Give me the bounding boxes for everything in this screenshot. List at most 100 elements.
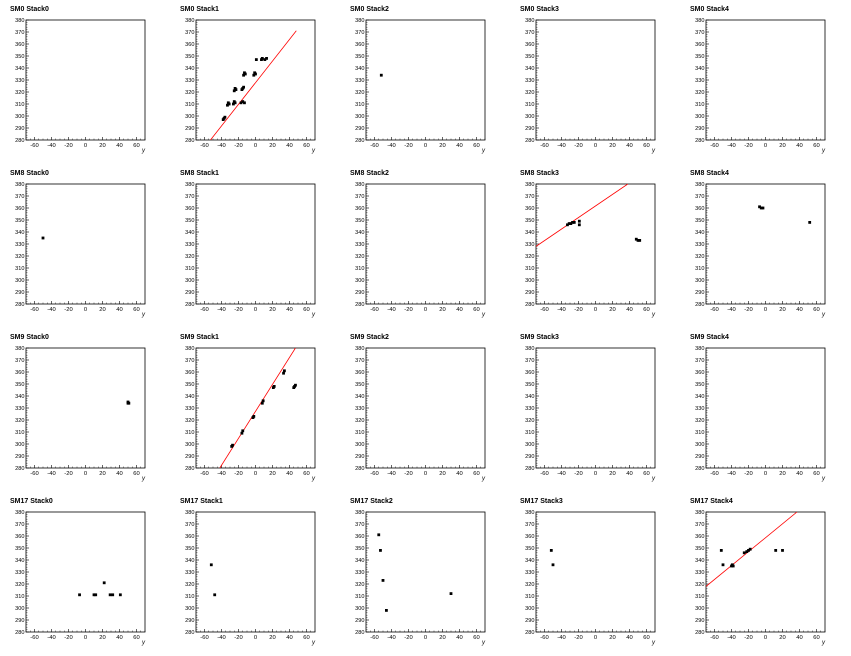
data-point	[567, 222, 571, 225]
x-tick-label: 0	[254, 143, 257, 149]
x-tick-label: 20	[779, 143, 785, 149]
x-tick-label: -60	[710, 471, 718, 477]
y-tick-label: 320	[15, 90, 24, 96]
y-tick-label: 350	[525, 382, 534, 388]
data-point	[240, 431, 244, 435]
y-tick-label: 310	[15, 430, 24, 436]
data-point	[721, 563, 725, 567]
y-tick-label: 380	[695, 510, 704, 516]
x-tick-label: 40	[286, 143, 292, 149]
x-axis-label: y	[141, 312, 146, 318]
data-point	[254, 72, 257, 76]
x-tick-label: 20	[779, 471, 785, 477]
y-tick-label: 280	[695, 302, 704, 308]
scatter-plot: -60 -40 -20 0 20 40 60 280 290 300 310 320 330 340 350…	[185, 182, 316, 318]
data-point	[252, 73, 256, 77]
y-tick-label: 300	[695, 442, 704, 448]
chart-title: SM9 Stack2	[350, 334, 389, 341]
y-tick-label: 300	[695, 606, 704, 612]
x-tick-label: 20	[439, 307, 445, 313]
y-tick-label: 310	[695, 430, 704, 436]
x-axis-label: y	[141, 148, 146, 154]
data-point	[719, 549, 723, 552]
scatter-plot: -60 -40 -20 0 20 40 60 280 290 300 310 320 330 340 350…	[15, 346, 146, 482]
x-tick-label: -40	[557, 635, 565, 641]
y-tick-label: 360	[525, 42, 534, 48]
x-tick-label: 60	[473, 635, 479, 641]
data-point	[254, 58, 258, 61]
y-tick-label: 300	[185, 278, 194, 284]
y-tick-label: 380	[525, 182, 534, 188]
plot-frame	[705, 183, 826, 305]
y-tick-label: 350	[525, 546, 534, 552]
y-tick-label: 300	[185, 606, 194, 612]
data-point	[549, 549, 553, 552]
data-point	[761, 206, 765, 210]
chart-title: SM8 Stack3	[520, 170, 559, 177]
x-tick-label: -40	[217, 471, 225, 477]
x-tick-label: 0	[84, 635, 87, 641]
y-tick-label: 300	[525, 278, 534, 284]
y-tick-label: 290	[695, 126, 704, 132]
x-tick-label: 0	[254, 471, 257, 477]
y-tick-label: 350	[355, 546, 364, 552]
y-tick-label: 340	[15, 66, 24, 72]
x-tick-label: 40	[286, 307, 292, 313]
y-tick-label: 330	[185, 242, 194, 248]
data-point	[379, 73, 383, 77]
y-tick-label: 320	[695, 418, 704, 424]
x-tick-label: -40	[727, 307, 735, 313]
chart-title: SM17 Stack2	[350, 498, 393, 505]
y-tick-label: 370	[355, 522, 364, 528]
y-tick-label: 300	[15, 114, 24, 120]
y-tick-label: 320	[15, 582, 24, 588]
data-point	[577, 223, 581, 227]
y-tick-label: 330	[525, 406, 534, 412]
x-tick-label: -60	[710, 307, 718, 313]
y-tick-label: 380	[355, 182, 364, 188]
x-tick-label: 20	[609, 635, 615, 641]
x-axis-label: y	[141, 640, 146, 646]
x-axis-label: y	[481, 148, 486, 154]
y-tick-label: 280	[355, 302, 364, 308]
x-tick-label: 20	[99, 635, 105, 641]
chart-title: SM8 Stack2	[350, 170, 389, 177]
y-tick-label: 310	[525, 594, 534, 600]
y-tick-label: 310	[355, 102, 364, 108]
data-point	[239, 101, 243, 105]
y-tick-label: 280	[355, 138, 364, 144]
data-point	[231, 443, 234, 447]
fit-line	[536, 184, 629, 247]
plot-frame	[365, 511, 486, 633]
y-tick-label: 310	[355, 594, 364, 600]
y-tick-label: 360	[355, 370, 364, 376]
x-tick-label: 60	[133, 307, 139, 313]
data-point	[381, 579, 385, 582]
y-tick-label: 350	[695, 546, 704, 552]
plot-frame	[25, 347, 146, 469]
data-point	[242, 73, 245, 77]
x-tick-label: -20	[574, 307, 582, 313]
y-tick-label: 360	[15, 370, 24, 376]
y-tick-label: 290	[185, 126, 194, 132]
y-tick-label: 290	[355, 618, 364, 624]
chart-title: SM0 Stack2	[350, 6, 389, 13]
y-tick-label: 300	[525, 442, 534, 448]
y-tick-label: 340	[525, 66, 534, 72]
data-point	[449, 592, 453, 595]
x-tick-label: 20	[609, 307, 615, 313]
y-tick-label: 320	[355, 254, 364, 260]
y-tick-label: 320	[525, 418, 534, 424]
data-point	[774, 549, 778, 552]
scatter-plot: -60 -40 -20 0 20 40 60 280 290 300 310 320 330 340 350…	[525, 18, 656, 154]
y-tick-label: 340	[15, 394, 24, 400]
x-axis-label: y	[821, 312, 826, 318]
x-tick-label: -40	[727, 471, 735, 477]
x-tick-label: 0	[84, 143, 87, 149]
chart-title: SM9 Stack3	[520, 334, 559, 341]
x-tick-label: 60	[643, 143, 649, 149]
y-tick-label: 330	[355, 406, 364, 412]
y-tick-label: 320	[185, 254, 194, 260]
y-tick-label: 370	[15, 194, 24, 200]
